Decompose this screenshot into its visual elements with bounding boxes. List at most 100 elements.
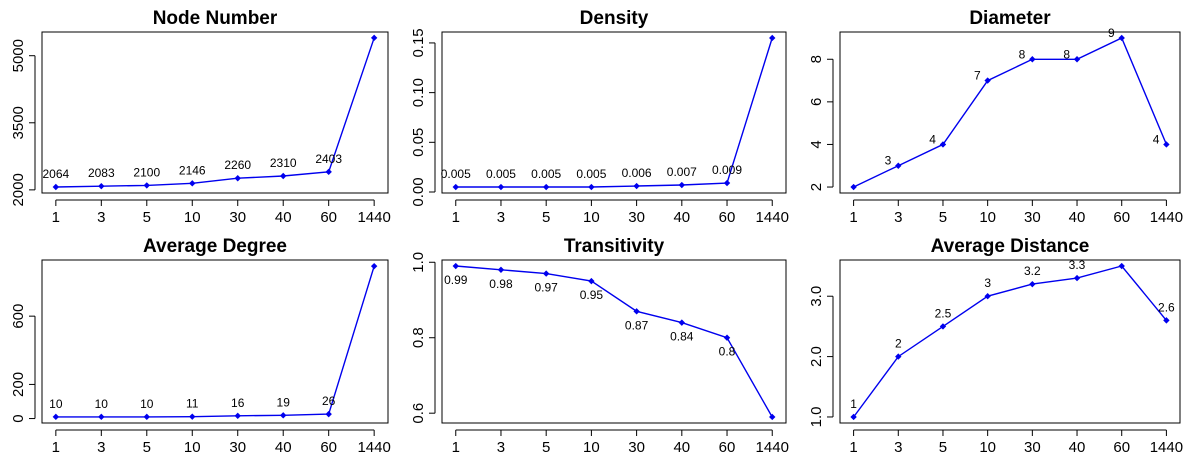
data-point [769,413,776,421]
chart-title: Average Degree [143,236,287,257]
y-axis: 1.0 2.0 3.0 [808,286,834,427]
data-label: 2.5 [935,306,952,320]
x-tick-label: 30 [628,209,645,226]
series-line [853,37,1168,188]
x-tick-label: 1 [849,439,857,456]
x-tick-label: 3 [497,439,505,456]
data-label: 3.2 [1024,264,1041,278]
x-tick-label: 3 [97,209,105,226]
x-tick-label: 10 [184,209,201,226]
x-tick-label: 40 [275,209,292,226]
y-tick-label: 0.00 [410,177,427,206]
x-tick-label: 60 [719,209,736,226]
x-tick-label: 40 [1069,439,1086,456]
y-tick-label: 600 [10,304,27,329]
data-label: 2.6 [1158,300,1175,314]
x-tick-label: 3 [97,439,105,456]
data-label: 0.97 [535,281,559,295]
y-tick-label: 4 [808,140,825,148]
x-tick-label: 40 [673,439,690,456]
x-tick-label: 10 [583,439,600,456]
y-tick-label: 0.8 [410,327,427,348]
x-tick-label: 40 [1069,209,1086,226]
chart-title: Transitivity [564,236,665,257]
y-axis: 0.6 0.8 1.0 [410,252,436,424]
data-point [588,277,595,285]
y-tick-label: 3500 [10,106,27,139]
data-point [452,262,459,270]
x-tick-label: 5 [143,439,151,456]
data-point [678,181,686,189]
x-tick-label: 1 [849,209,857,226]
data-label: 0.006 [622,166,652,180]
data-label: 0.009 [712,163,742,177]
data-label: 8 [1019,47,1026,61]
x-axis: 1 3 5 10 30 40 60 1440 [849,199,1183,226]
series-line [55,265,375,418]
x-tick-label: 1440 [1150,209,1183,226]
y-axis: 0.00 0.05 0.10 0.15 [410,28,436,207]
x-tick-label: 1440 [1150,439,1183,456]
x-tick-label: 10 [979,439,996,456]
data-point [678,319,686,326]
data-point [984,77,991,84]
data-point [633,308,640,315]
data-label: 2310 [270,156,297,170]
x-axis: 1 3 5 10 30 40 60 1440 [452,199,789,226]
data-point [1073,274,1081,282]
data-point [234,412,241,420]
chart-title: Average Distance [931,236,1090,257]
y-tick-label: 1.0 [410,252,427,273]
y-axis: 0 200 600 [10,304,36,423]
data-point [1029,56,1036,63]
data-point [1029,280,1036,288]
data-point [280,412,287,419]
data-point [234,175,241,182]
x-tick-label: 40 [673,209,690,226]
x-tick-label: 1 [452,439,460,456]
chart-title: Diameter [969,8,1051,29]
x-tick-label: 1440 [756,439,789,456]
x-tick-label: 30 [628,439,645,456]
x-tick-label: 1 [52,439,60,456]
x-tick-label: 5 [939,209,947,226]
plot-frame [41,259,389,424]
data-point [984,293,991,300]
data-point [723,334,731,341]
data-label: 9 [1108,26,1115,40]
x-tick-label: 30 [229,439,246,456]
data-point [939,323,947,330]
data-label: 10 [49,397,63,411]
data-label: 2403 [315,152,342,166]
chart-title: Node Number [153,8,278,29]
data-label: 0.005 [531,167,561,181]
data-point [542,270,550,277]
series-line [455,265,773,418]
data-label: 0.005 [576,167,606,181]
x-tick-label: 10 [583,209,600,226]
y-axis: 2000 3500 5000 [10,39,36,207]
x-tick-label: 10 [979,209,996,226]
data-point [723,179,731,187]
data-point [895,162,902,169]
x-tick-label: 3 [497,209,505,226]
x-tick-label: 30 [1024,439,1041,456]
data-point [325,168,332,176]
x-tick-label: 10 [184,439,201,456]
data-label: 0.005 [486,167,516,181]
data-point [1073,56,1081,63]
data-point [1118,262,1125,270]
data-label: 16 [231,396,245,410]
data-label: 26 [322,394,336,408]
data-label: 0.007 [667,165,697,179]
y-tick-label: 2000 [10,173,27,206]
panel-4: Average Degree 1 3 5 10 30 40 60 1440 0 200 600 10 10… [10,236,391,456]
data-point [1118,34,1125,42]
data-label: 10 [95,397,109,411]
data-label: 0.95 [580,288,604,302]
data-label: 0.87 [625,318,649,332]
data-point [370,262,378,270]
data-point [939,141,947,148]
plot-frame [441,31,787,194]
